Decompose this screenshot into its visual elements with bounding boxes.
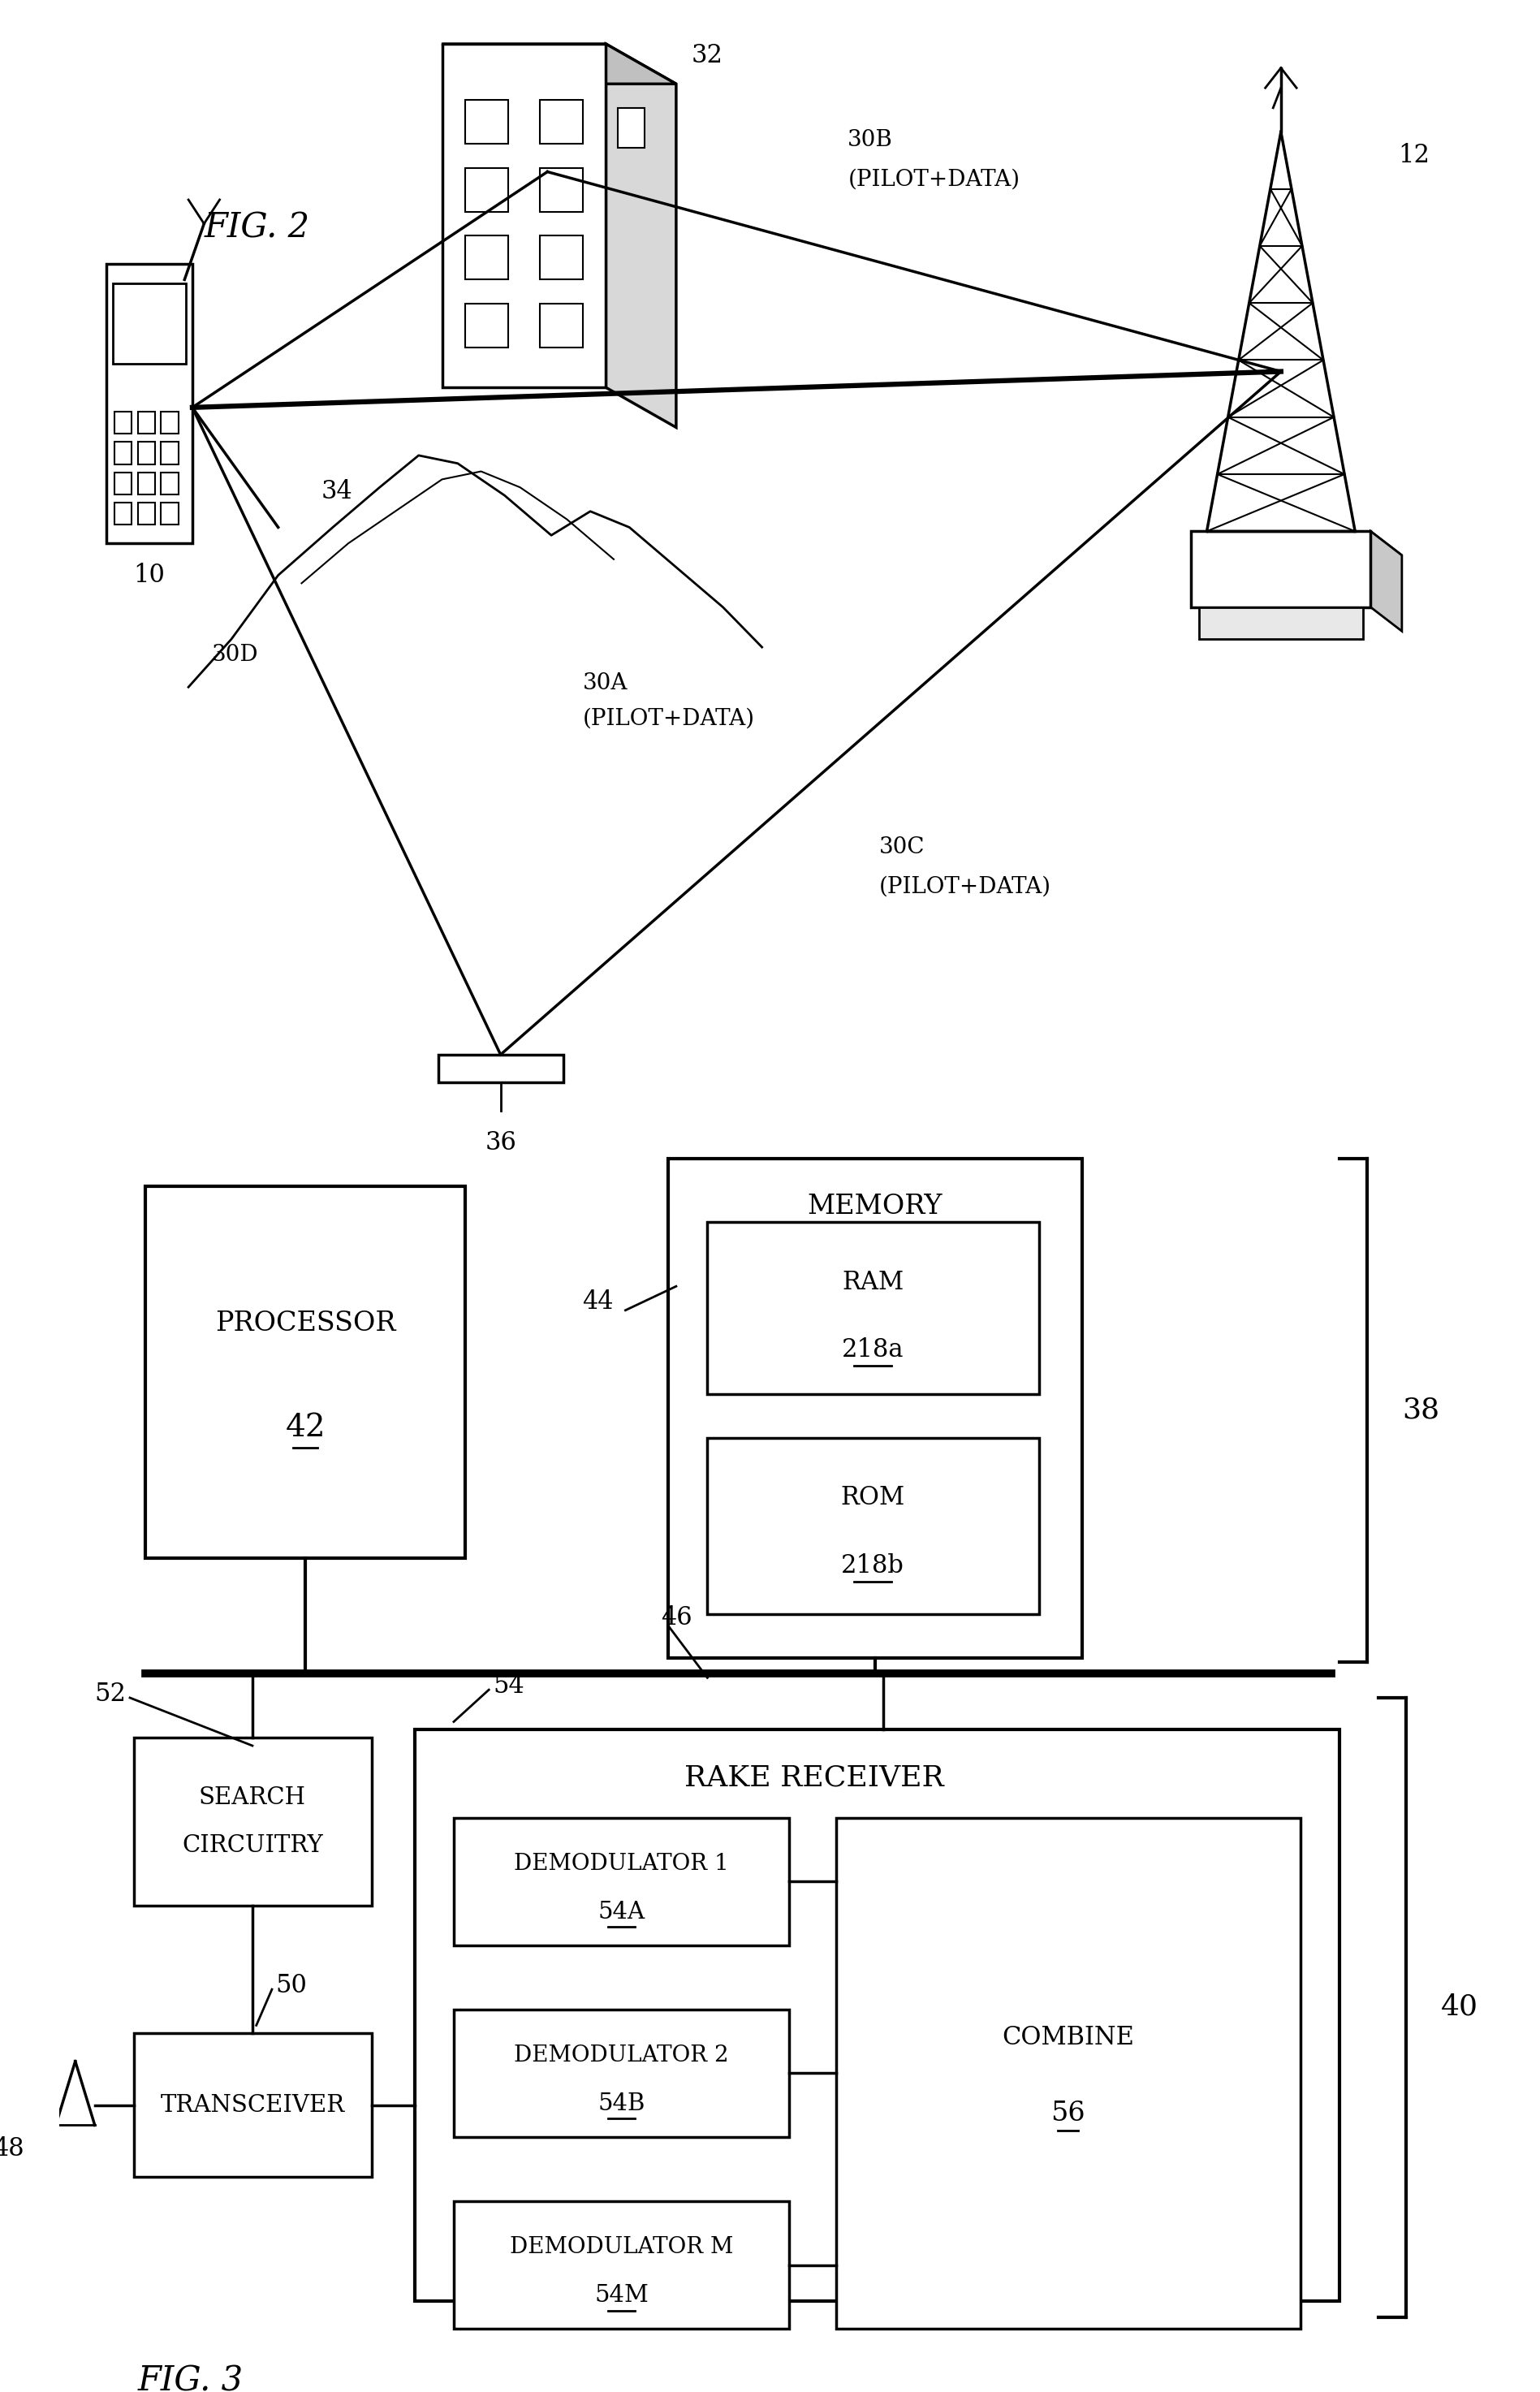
Text: TRANSCEIVER: TRANSCEIVER (160, 2093, 345, 2117)
Bar (465, 167, 508, 213)
Text: FIG. 3: FIG. 3 (137, 2363, 243, 2392)
Text: DEMODULATOR 1: DEMODULATOR 1 (514, 1854, 728, 1875)
Text: CIRCUITRY: CIRCUITRY (182, 1835, 323, 1856)
Text: 40: 40 (1441, 1993, 1478, 2021)
Text: 30C: 30C (879, 835, 926, 859)
Bar (539, 167, 582, 213)
Bar (162, 443, 179, 464)
Text: DEMODULATOR M: DEMODULATOR M (510, 2237, 733, 2258)
Bar (707, 1222, 1040, 1395)
Text: 10: 10 (134, 562, 165, 588)
Bar (465, 304, 508, 347)
Bar (137, 502, 156, 524)
Text: (PILOT+DATA): (PILOT+DATA) (879, 875, 1052, 897)
Text: MEMORY: MEMORY (807, 1194, 942, 1220)
Text: SEARCH: SEARCH (199, 1787, 306, 1808)
Text: 34: 34 (320, 478, 353, 505)
Bar (114, 411, 131, 433)
Text: ROM: ROM (841, 1485, 906, 1512)
Text: 54A: 54A (598, 1902, 645, 1923)
Bar (439, 1055, 564, 1084)
Text: DEMODULATOR 2: DEMODULATOR 2 (514, 2045, 728, 2067)
Text: 36: 36 (485, 1129, 516, 1155)
Text: 48: 48 (0, 2136, 25, 2162)
Text: 218a: 218a (842, 1337, 904, 1363)
Polygon shape (605, 43, 676, 428)
Polygon shape (442, 43, 676, 84)
Text: 30A: 30A (582, 672, 628, 694)
Text: RAKE RECEIVER: RAKE RECEIVER (684, 1763, 944, 1792)
Bar (162, 471, 179, 495)
Text: 50: 50 (276, 1973, 308, 1997)
Bar (454, 2009, 790, 2136)
Text: 52: 52 (94, 1682, 126, 1705)
Bar (539, 304, 582, 347)
Text: COMBINE: COMBINE (1001, 2024, 1133, 2050)
Bar (106, 263, 192, 543)
Bar (1200, 608, 1363, 639)
Bar (414, 1729, 1340, 2301)
Bar (1190, 531, 1371, 608)
Text: 54B: 54B (598, 2093, 645, 2115)
Polygon shape (1190, 531, 1401, 555)
Bar (539, 237, 582, 280)
Bar (134, 1737, 371, 1906)
Bar (539, 100, 582, 144)
Bar (137, 443, 156, 464)
Bar (454, 2201, 790, 2330)
Text: 54: 54 (493, 1672, 524, 1698)
Text: 46: 46 (661, 1605, 691, 1631)
Bar (134, 2033, 371, 2177)
Bar (454, 1818, 790, 1945)
Bar (114, 443, 131, 464)
Bar (112, 285, 186, 364)
Text: 30B: 30B (849, 129, 893, 151)
Bar (836, 1818, 1300, 2330)
Text: PROCESSOR: PROCESSOR (216, 1311, 396, 1337)
Text: FIG. 2: FIG. 2 (203, 210, 310, 244)
Bar (668, 1158, 1083, 1658)
Bar (442, 43, 605, 388)
Bar (114, 502, 131, 524)
Text: (PILOT+DATA): (PILOT+DATA) (849, 170, 1019, 191)
Text: 218b: 218b (841, 1552, 904, 1579)
Bar (137, 471, 156, 495)
Text: 56: 56 (1050, 2100, 1086, 2126)
Text: RAM: RAM (842, 1270, 904, 1294)
Polygon shape (1371, 531, 1401, 631)
Bar (114, 471, 131, 495)
Text: 12: 12 (1398, 144, 1429, 167)
Bar (137, 411, 156, 433)
Bar (618, 108, 645, 148)
Bar (465, 237, 508, 280)
Text: 30D: 30D (213, 643, 259, 665)
Text: 38: 38 (1401, 1397, 1440, 1423)
Bar (707, 1438, 1040, 1615)
Text: 32: 32 (691, 43, 724, 69)
Text: 42: 42 (285, 1414, 325, 1442)
Text: 44: 44 (582, 1289, 614, 1316)
Text: 54M: 54M (594, 2284, 648, 2306)
Bar (465, 100, 508, 144)
Bar (162, 411, 179, 433)
Bar (162, 502, 179, 524)
Text: (PILOT+DATA): (PILOT+DATA) (582, 708, 755, 730)
Bar (145, 1186, 465, 1557)
